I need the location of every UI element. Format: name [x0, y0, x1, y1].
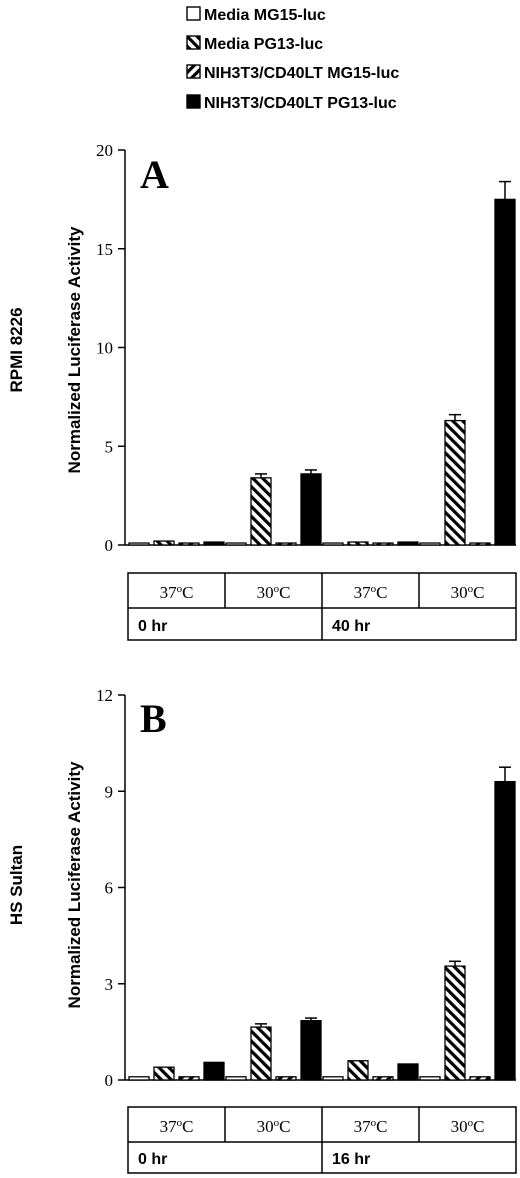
bar [419, 1076, 441, 1081]
temperature-label: 30oC [257, 1117, 291, 1136]
degree-sign: o [371, 1117, 377, 1129]
temperature-label: 37oC [354, 583, 388, 602]
degree-sign: o [274, 1117, 280, 1129]
legend: Media MG15-luc Media PG13-luc NIH3T3/CD40L… [186, 6, 399, 112]
bar [250, 1026, 272, 1081]
degree-sign: o [274, 583, 280, 595]
bar [372, 542, 394, 546]
bar [419, 542, 441, 546]
temperature-value: 30 [257, 583, 274, 602]
panel-letter: B [140, 696, 167, 741]
temperature-value: 30 [451, 583, 468, 602]
celsius-unit: C [376, 583, 387, 602]
celsius-unit: C [473, 583, 484, 602]
cell-line-label: HS Sultan [7, 845, 26, 925]
temperature-label: 30oC [451, 1117, 485, 1136]
y-tick-label: 15 [96, 240, 113, 259]
y-tick-label: 0 [105, 1071, 114, 1090]
bar [469, 1076, 491, 1081]
y-tick-label: 5 [105, 437, 114, 456]
legend-swatch-2 [186, 35, 201, 50]
bar [250, 477, 272, 546]
time-label: 0 hr [138, 618, 167, 635]
bar [203, 541, 225, 546]
y-tick-label: 6 [105, 879, 114, 898]
celsius-unit: C [182, 1117, 193, 1136]
bar [128, 542, 150, 546]
y-tick-label: 3 [105, 975, 114, 994]
bar [444, 965, 466, 1081]
bar [300, 473, 322, 546]
y-tick-label: 0 [105, 536, 114, 555]
celsius-unit: C [473, 1117, 484, 1136]
degree-sign: o [468, 583, 474, 595]
bar [397, 541, 419, 546]
bar [153, 1066, 175, 1081]
bar [225, 542, 247, 546]
legend-label-1: Media MG15-luc [204, 7, 326, 24]
bar [275, 1076, 297, 1081]
panel-letter: A [140, 152, 169, 197]
bar [347, 541, 369, 546]
bar [322, 542, 344, 546]
degree-sign: o [177, 583, 183, 595]
degree-sign: o [177, 1117, 183, 1129]
time-label: 40 hr [332, 618, 370, 635]
bar [494, 780, 516, 1081]
bar [469, 542, 491, 546]
time-label: 16 hr [332, 1151, 370, 1168]
bar [128, 1076, 150, 1081]
bar [444, 419, 466, 546]
degree-sign: o [468, 1117, 474, 1129]
legend-label-4: NIH3T3/CD40LT PG13-luc [204, 95, 397, 112]
panel-a: A RPMI 8226 Normalized Luciferase Activity… [7, 141, 517, 641]
bar [494, 198, 516, 546]
legend-label-3: NIH3T3/CD40LT MG15-luc [204, 65, 399, 82]
celsius-unit: C [279, 583, 290, 602]
bar [203, 1061, 225, 1081]
legend-swatch-4 [186, 94, 201, 109]
y-tick-label: 12 [96, 686, 113, 705]
legend-swatch-1 [186, 6, 201, 21]
celsius-unit: C [279, 1117, 290, 1136]
bar [300, 1019, 322, 1081]
legend-label-2: Media PG13-luc [204, 36, 323, 53]
y-tick-label: 9 [105, 782, 114, 801]
temperature-value: 30 [451, 1117, 468, 1136]
temperature-label: 37oC [354, 1117, 388, 1136]
y-tick-label: 10 [96, 339, 113, 358]
bar [372, 1076, 394, 1081]
legend-swatch-3 [186, 64, 201, 79]
temperature-label: 30oC [257, 583, 291, 602]
temperature-label: 30oC [451, 583, 485, 602]
bar [275, 542, 297, 546]
celsius-unit: C [376, 1117, 387, 1136]
degree-sign: o [371, 583, 377, 595]
temperature-value: 37 [160, 1117, 178, 1136]
time-label: 0 hr [138, 1151, 167, 1168]
bar [397, 1063, 419, 1081]
temperature-value: 37 [354, 583, 372, 602]
bar [153, 540, 175, 546]
temperature-value: 30 [257, 1117, 274, 1136]
y-tick-label: 20 [96, 141, 113, 160]
temperature-label: 37oC [160, 583, 194, 602]
temperature-value: 37 [160, 583, 178, 602]
temperature-value: 37 [354, 1117, 372, 1136]
bar [178, 542, 200, 546]
bar [178, 1076, 200, 1081]
bar [225, 1076, 247, 1081]
temperature-label: 37oC [160, 1117, 194, 1136]
y-axis-title: Normalized Luciferase Activity [65, 226, 84, 473]
cell-line-label: RPMI 8226 [7, 307, 26, 392]
bar [322, 1076, 344, 1081]
y-axis-title: Normalized Luciferase Activity [65, 761, 84, 1008]
celsius-unit: C [182, 583, 193, 602]
bar [347, 1060, 369, 1081]
panel-b: B HS Sultan Normalized Luciferase Activity… [7, 686, 517, 1174]
